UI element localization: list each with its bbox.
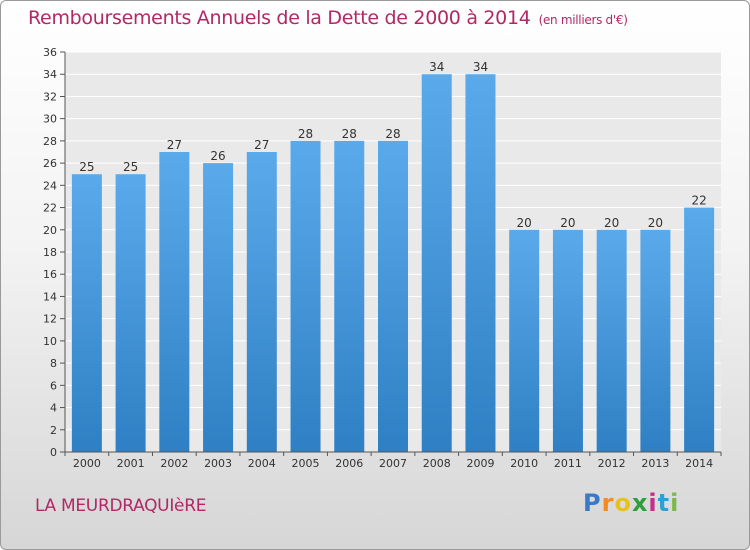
bar-value-label: 25 [123,160,138,174]
y-tick-label: 20 [43,224,57,237]
x-tick-label: 2002 [160,457,188,470]
y-tick-label: 4 [50,402,57,415]
bar [684,207,715,452]
y-tick-label: 6 [50,379,57,392]
logo-letter: x [631,489,649,517]
y-tick-label: 8 [50,357,57,370]
bar-value-label: 20 [560,216,575,230]
bar [203,163,234,452]
y-tick-label: 24 [43,179,57,192]
x-tick-label: 2001 [117,457,145,470]
y-tick-label: 28 [43,135,57,148]
bar-value-label: 27 [254,138,269,152]
bar [552,229,583,452]
x-tick-label: 2009 [466,457,494,470]
logo-letter: i [670,489,680,517]
bar-value-label: 20 [648,216,663,230]
bar-value-label: 34 [473,60,488,74]
bar-value-label: 34 [429,60,444,74]
x-tick-label: 2005 [292,457,320,470]
x-tick-label: 2000 [73,457,101,470]
x-tick-label: 2003 [204,457,232,470]
bar [465,74,496,452]
x-tick-label: 2010 [510,457,538,470]
y-tick-label: 26 [43,157,57,170]
bar-value-label: 20 [517,216,532,230]
x-axis: 2000 2001 2002 2003 2004 2005 2006 2007 2008 2009… [64,451,722,470]
y-tick-label: 32 [43,90,57,103]
bar [246,152,277,452]
bar [596,229,627,452]
x-tick-label: 2004 [248,457,276,470]
chart-unit: (en milliers d'€) [538,13,628,27]
x-tick-label: 2007 [379,457,407,470]
y-tick-label: 22 [43,202,57,215]
bar-value-label: 22 [691,194,706,208]
bar [159,152,190,452]
bar-value-label: 28 [298,127,313,141]
bar [334,140,365,452]
bars [71,74,715,452]
logo-letter: P [583,489,602,517]
x-tick-label: 2013 [641,457,669,470]
bar-value-label: 28 [385,127,400,141]
y-tick-label: 0 [50,446,57,459]
y-tick-label: 14 [43,290,57,303]
x-tick-label: 2006 [335,457,363,470]
bar [115,174,146,452]
logo-letter: o [614,489,632,517]
chart-title-text: Remboursements Annuels de la Dette de 20… [28,7,531,29]
y-tick-label: 10 [43,335,57,348]
proxiti-logo: Proxiti [583,489,679,517]
commune-name: LA MEURDRAQUIèRE [35,496,207,516]
x-tick-label: 2014 [685,457,713,470]
bar [509,229,540,452]
y-tick-label: 34 [43,68,57,81]
bar-value-label: 26 [210,149,225,163]
bar [290,140,321,452]
y-tick-label: 18 [43,246,57,259]
y-tick-label: 2 [50,424,57,437]
chart-title: Remboursements Annuels de la Dette de 20… [28,7,628,29]
bar [421,74,452,452]
x-tick-label: 2008 [423,457,451,470]
bar [378,140,408,452]
bar [640,229,671,452]
bar-value-label: 28 [342,127,357,141]
y-tick-label: 36 [43,46,57,59]
bar-value-label: 25 [79,160,94,174]
logo-letter: r [601,489,615,517]
bar [71,174,102,452]
value-labels: 25 25 27 26 27 28 28 28 34 34 20 20 20 20 22 [79,60,707,230]
logo-letter: t [657,489,671,517]
bar-value-label: 27 [167,138,182,152]
x-tick-label: 2012 [598,457,626,470]
y-tick-label: 16 [43,268,57,281]
y-tick-label: 12 [43,313,57,326]
x-tick-label: 2011 [554,457,582,470]
y-tick-label: 30 [43,113,57,126]
bar-value-label: 20 [604,216,619,230]
logo-letter: i [648,489,658,517]
